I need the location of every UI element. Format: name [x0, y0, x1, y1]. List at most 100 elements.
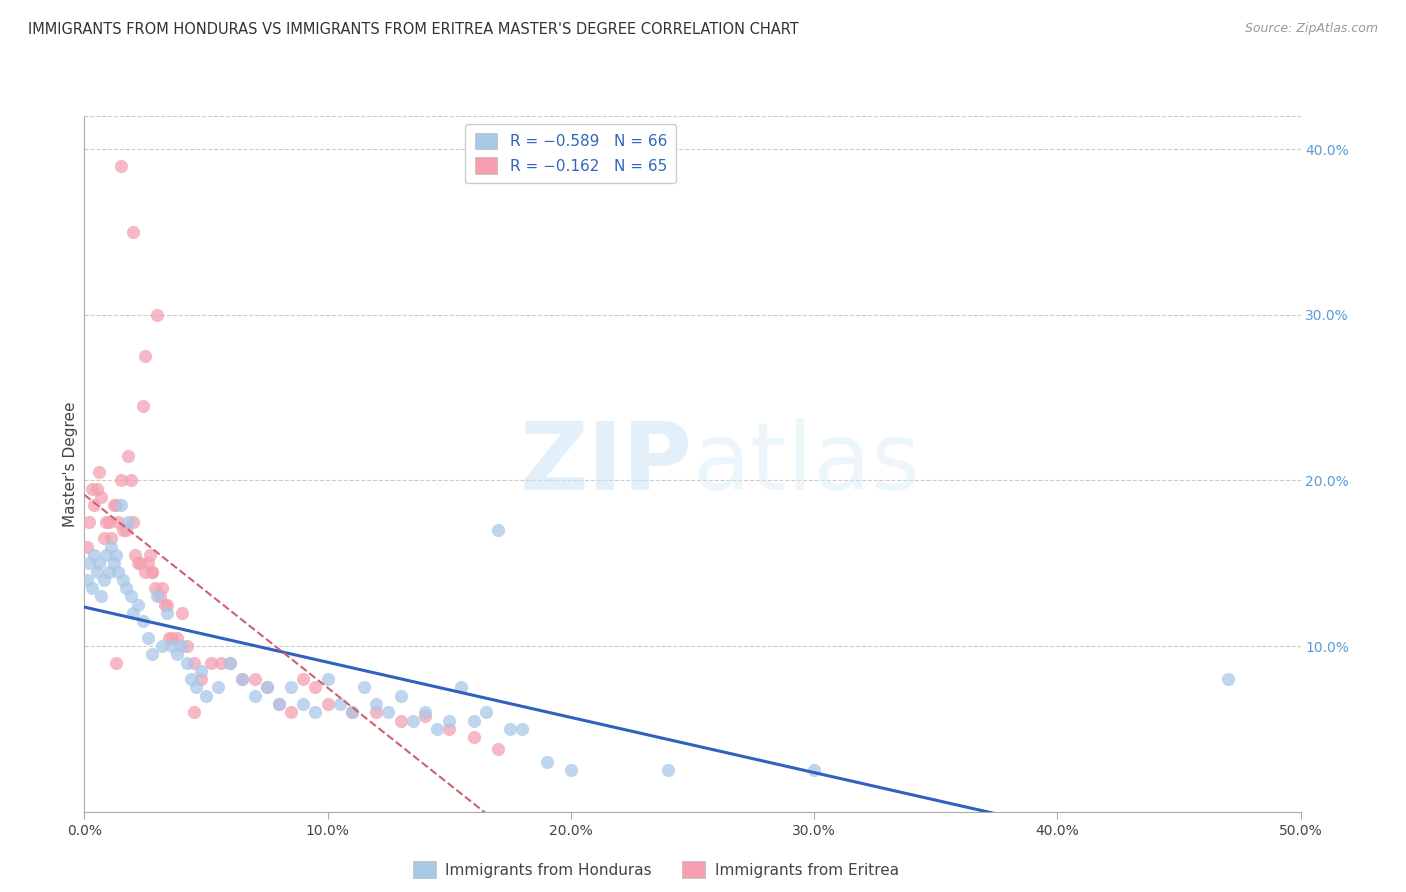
Point — [127, 598, 149, 612]
Point — [80, 581, 103, 595]
Point — [153, 598, 176, 612]
Point — [243, 672, 266, 686]
Point — [413, 708, 436, 723]
Point — [107, 565, 129, 579]
Point — [316, 672, 339, 686]
Point — [76, 573, 98, 587]
Point — [219, 656, 242, 670]
Point — [243, 689, 266, 703]
Point — [195, 689, 218, 703]
Point — [450, 681, 472, 695]
Point — [190, 664, 212, 678]
Point — [183, 706, 205, 720]
Point — [183, 656, 205, 670]
Point — [209, 656, 232, 670]
Point — [160, 639, 183, 653]
Point — [77, 515, 100, 529]
Point — [160, 631, 183, 645]
Point — [176, 639, 198, 653]
Point — [150, 639, 173, 653]
Point — [149, 590, 172, 604]
Point — [219, 656, 242, 670]
Point — [104, 498, 127, 512]
Point — [146, 590, 169, 604]
Point — [150, 581, 173, 595]
Point — [124, 548, 146, 562]
Point — [389, 714, 412, 728]
Point — [141, 565, 163, 579]
Point — [486, 741, 509, 756]
Point — [112, 523, 135, 537]
Text: atlas: atlas — [693, 417, 921, 510]
Point — [560, 764, 582, 778]
Point — [87, 465, 110, 479]
Point — [304, 706, 326, 720]
Point — [104, 548, 127, 562]
Point — [129, 556, 152, 570]
Point — [136, 631, 159, 645]
Point — [329, 697, 352, 711]
Point — [156, 606, 179, 620]
Text: ZIP: ZIP — [520, 417, 693, 510]
Point — [389, 689, 412, 703]
Point — [122, 225, 145, 239]
Point — [143, 581, 166, 595]
Point — [1216, 672, 1239, 686]
Point — [114, 523, 136, 537]
Point — [536, 755, 558, 769]
Point — [76, 540, 98, 554]
Text: IMMIGRANTS FROM HONDURAS VS IMMIGRANTS FROM ERITREA MASTER'S DEGREE CORRELATION : IMMIGRANTS FROM HONDURAS VS IMMIGRANTS F… — [28, 22, 799, 37]
Point — [141, 648, 163, 662]
Point — [377, 706, 399, 720]
Point — [97, 515, 120, 529]
Point — [353, 681, 375, 695]
Point — [100, 540, 122, 554]
Point — [267, 697, 290, 711]
Point — [127, 556, 149, 570]
Point — [90, 490, 112, 504]
Point — [439, 722, 461, 736]
Point — [117, 449, 139, 463]
Point — [267, 697, 290, 711]
Point — [304, 681, 326, 695]
Point — [231, 672, 253, 686]
Point — [97, 565, 120, 579]
Point — [132, 614, 155, 628]
Point — [439, 714, 461, 728]
Point — [207, 681, 229, 695]
Point — [463, 714, 485, 728]
Point — [136, 556, 159, 570]
Point — [77, 556, 100, 570]
Point — [426, 722, 449, 736]
Point — [93, 532, 115, 546]
Point — [100, 532, 122, 546]
Point — [110, 498, 132, 512]
Point — [110, 474, 132, 488]
Point — [122, 515, 145, 529]
Point — [132, 399, 155, 413]
Point — [86, 565, 108, 579]
Point — [366, 706, 388, 720]
Point — [280, 681, 302, 695]
Point — [340, 706, 363, 720]
Point — [176, 656, 198, 670]
Point — [146, 308, 169, 322]
Point — [110, 159, 132, 173]
Point — [231, 672, 253, 686]
Point — [366, 697, 388, 711]
Point — [200, 656, 222, 670]
Point — [463, 730, 485, 744]
Point — [803, 764, 825, 778]
Point — [96, 515, 118, 529]
Point — [90, 590, 112, 604]
Point — [112, 573, 135, 587]
Point — [114, 581, 136, 595]
Point — [96, 548, 118, 562]
Point — [156, 598, 179, 612]
Point — [256, 681, 278, 695]
Point — [86, 482, 108, 496]
Point — [104, 656, 127, 670]
Point — [83, 548, 105, 562]
Point — [134, 565, 156, 579]
Point — [166, 648, 188, 662]
